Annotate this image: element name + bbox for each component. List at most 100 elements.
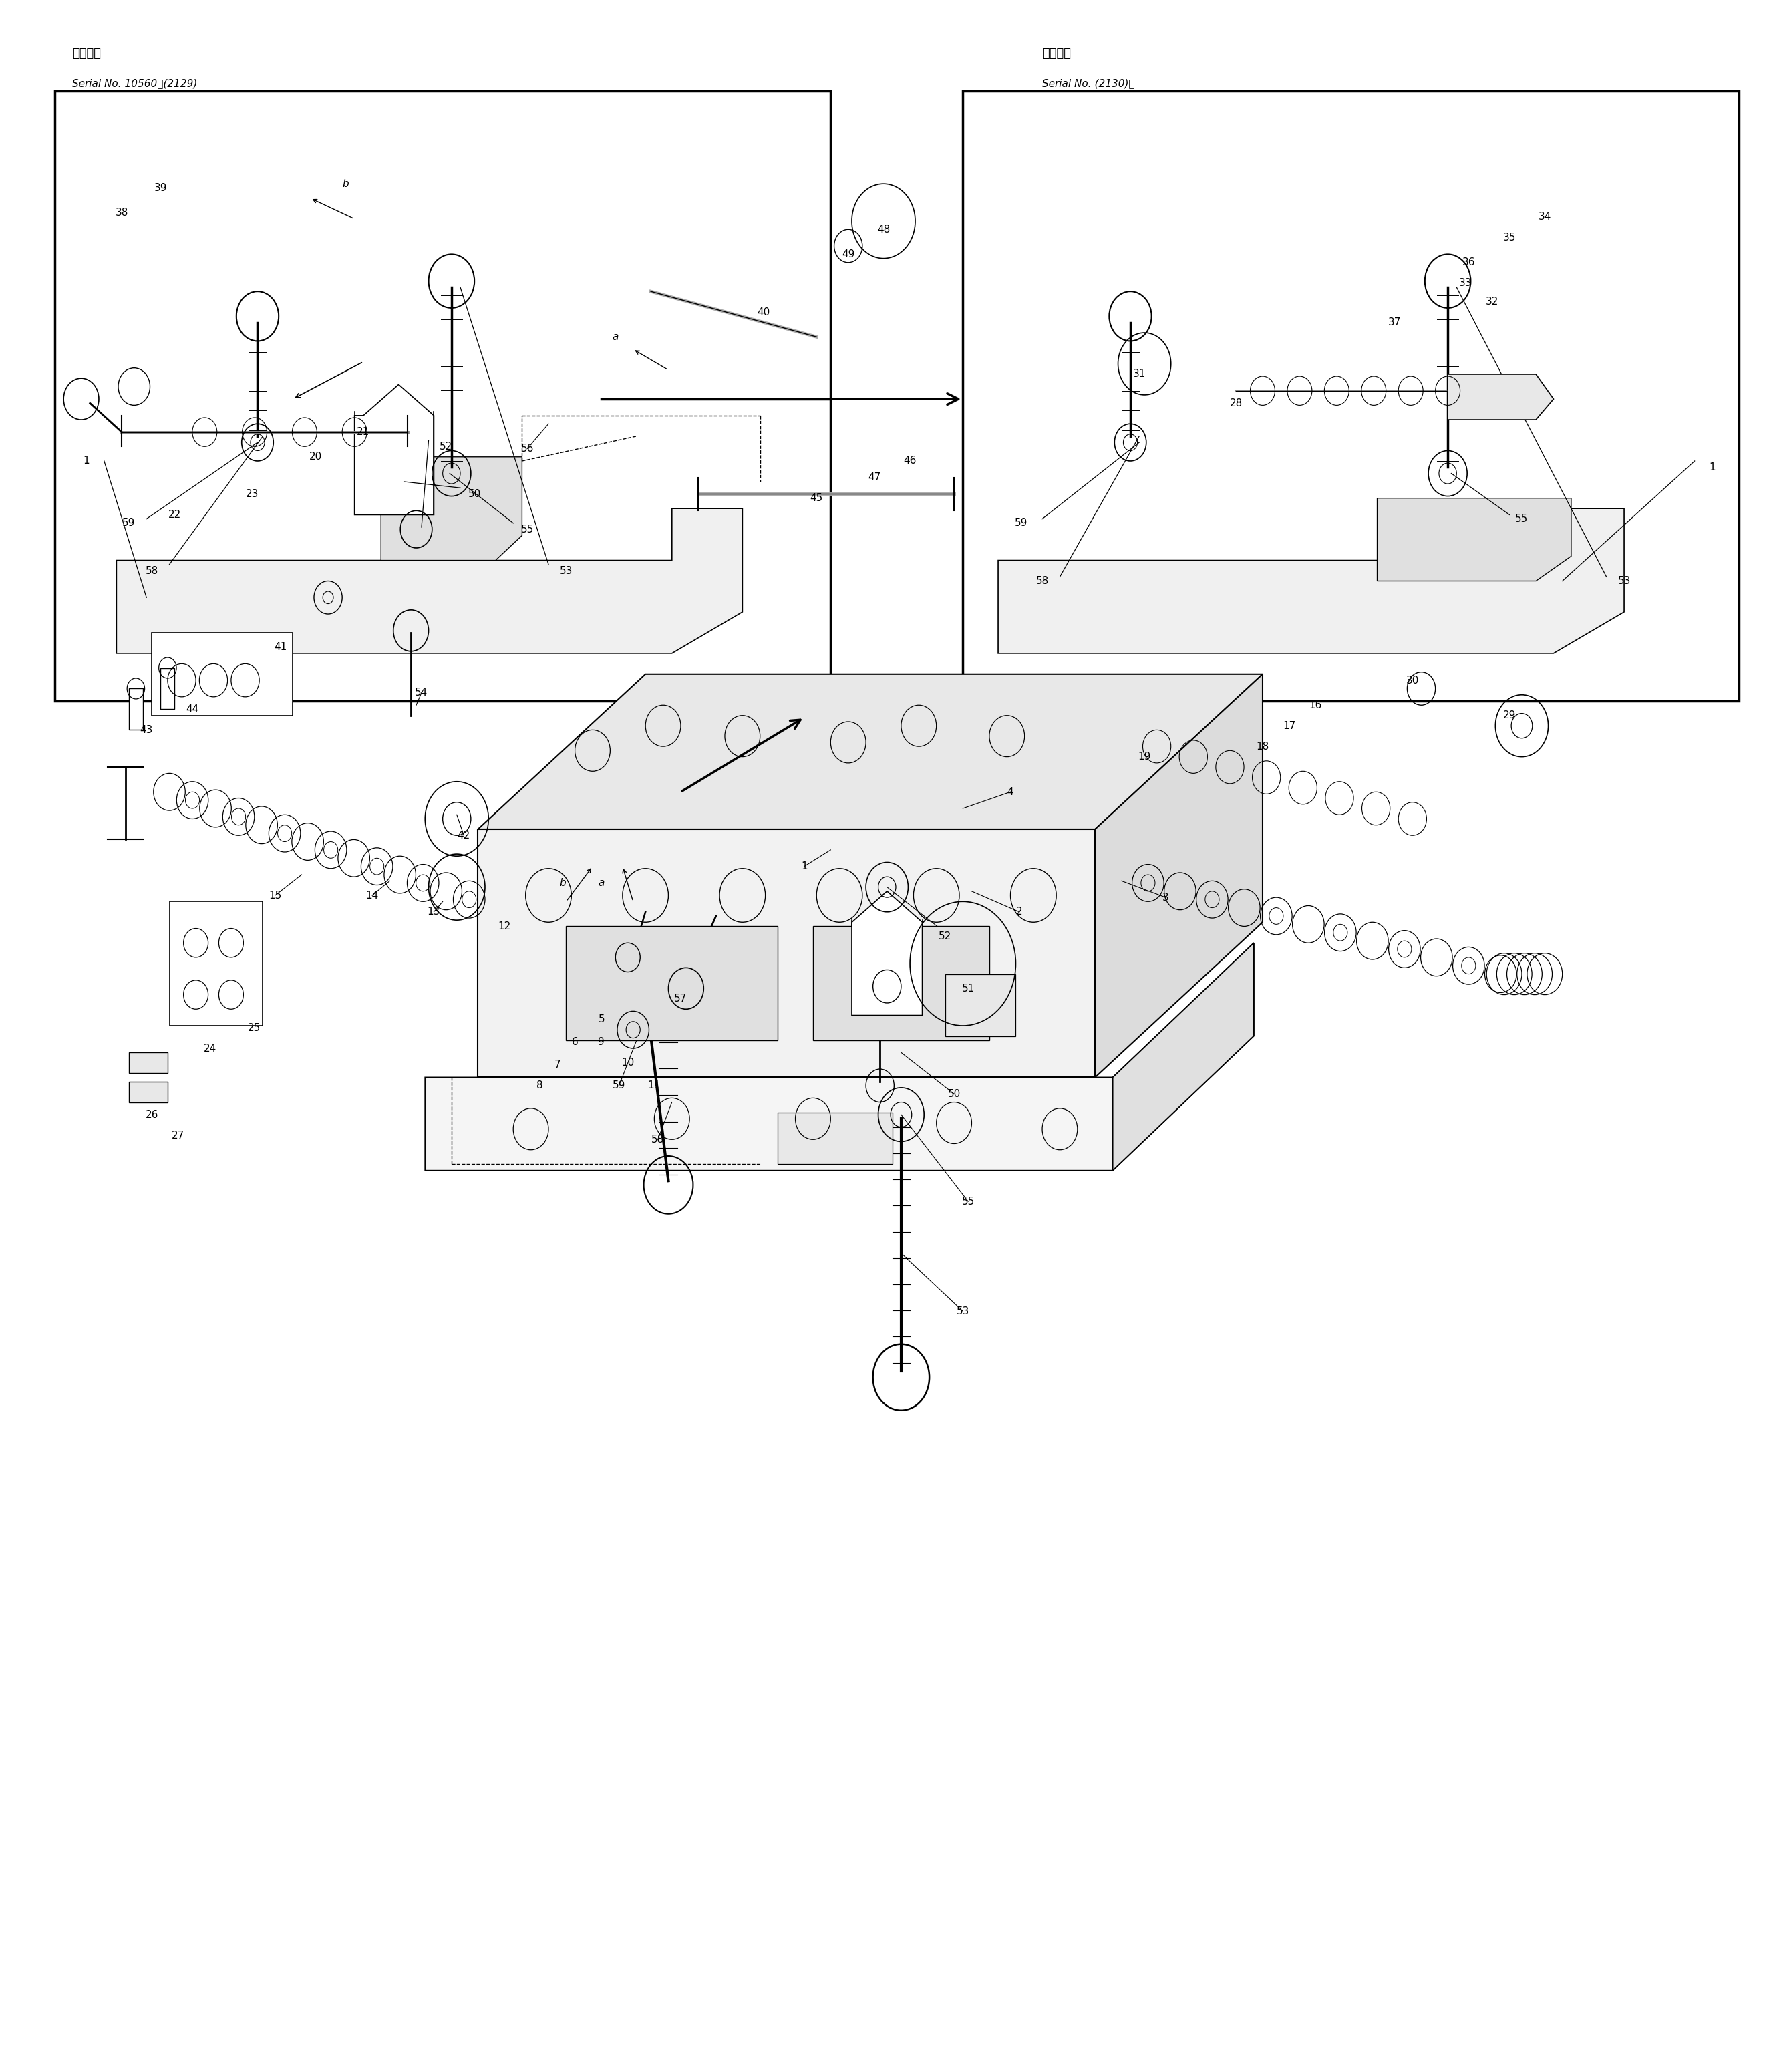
Text: 1: 1 (1709, 462, 1716, 472)
Text: 58: 58 (652, 1133, 664, 1144)
Text: 28: 28 (1230, 398, 1242, 408)
Text: 54: 54 (415, 688, 428, 698)
Text: 32: 32 (1486, 296, 1498, 307)
Bar (565, 926, 777, 1040)
Text: 49: 49 (841, 249, 855, 259)
Text: 7: 7 (555, 1061, 560, 1069)
Text: a: a (599, 879, 604, 889)
Text: 適用号機: 適用号機 (72, 48, 101, 60)
Text: 27: 27 (171, 1129, 184, 1140)
Text: Serial No. 10560～(2129): Serial No. 10560～(2129) (72, 79, 198, 89)
Text: 39: 39 (154, 182, 168, 193)
Text: 25: 25 (247, 1024, 260, 1032)
Text: 52: 52 (440, 441, 452, 452)
Text: 11: 11 (648, 1082, 661, 1090)
Polygon shape (170, 901, 263, 1026)
Text: 55: 55 (521, 524, 534, 535)
Text: 24: 24 (203, 1044, 216, 1053)
Text: 44: 44 (186, 704, 198, 715)
Text: 17: 17 (1283, 721, 1295, 731)
Text: 53: 53 (560, 566, 573, 576)
Polygon shape (1447, 375, 1553, 421)
Polygon shape (426, 943, 1255, 1171)
Bar (129, 688, 143, 729)
Polygon shape (1376, 497, 1571, 580)
Text: 58: 58 (145, 566, 159, 576)
Text: Serial No. (2130)～: Serial No. (2130)～ (1043, 79, 1134, 89)
Bar (161, 667, 175, 709)
Text: a: a (613, 332, 618, 342)
Text: 4: 4 (1007, 787, 1014, 798)
Polygon shape (477, 673, 1263, 829)
Text: 33: 33 (1460, 278, 1472, 288)
Text: 55: 55 (961, 1196, 975, 1206)
Polygon shape (355, 385, 435, 514)
Polygon shape (852, 891, 922, 1015)
Text: 29: 29 (1504, 711, 1516, 721)
Text: 35: 35 (1504, 232, 1516, 242)
Polygon shape (1113, 943, 1255, 1171)
Bar (945, 974, 1016, 1036)
Text: 36: 36 (1463, 257, 1475, 267)
Bar (777, 1113, 892, 1164)
Text: 6: 6 (573, 1038, 578, 1046)
Text: 47: 47 (868, 472, 882, 483)
Text: 12: 12 (498, 922, 511, 932)
Polygon shape (117, 508, 742, 653)
Text: 40: 40 (758, 307, 770, 317)
Text: 15: 15 (269, 891, 281, 901)
Text: 23: 23 (246, 489, 258, 499)
Text: 53: 53 (956, 1305, 970, 1316)
Text: 30: 30 (1407, 675, 1419, 686)
Text: 1: 1 (800, 862, 808, 872)
Text: 48: 48 (876, 224, 891, 234)
Text: 22: 22 (168, 510, 180, 520)
Text: 9: 9 (597, 1038, 604, 1046)
Text: 57: 57 (675, 995, 687, 1003)
Text: 31: 31 (1133, 369, 1145, 379)
Text: 適用号機: 適用号機 (1043, 48, 1071, 60)
Text: 43: 43 (140, 725, 154, 736)
Text: 13: 13 (428, 908, 440, 918)
Text: 18: 18 (1256, 742, 1269, 752)
Polygon shape (998, 508, 1624, 653)
Bar (55, 91, 830, 700)
Text: 53: 53 (1617, 576, 1631, 586)
Text: 56: 56 (521, 443, 534, 454)
Text: 59: 59 (122, 518, 136, 528)
Text: 51: 51 (961, 984, 975, 992)
Text: 50: 50 (947, 1090, 961, 1098)
Bar (129, 1082, 168, 1102)
Text: 55: 55 (1516, 514, 1528, 524)
Bar (813, 926, 990, 1040)
Text: 46: 46 (903, 456, 917, 466)
Text: 21: 21 (357, 427, 369, 437)
Text: 16: 16 (1309, 700, 1322, 711)
Text: 10: 10 (622, 1059, 634, 1067)
Text: 14: 14 (366, 891, 378, 901)
Text: 52: 52 (938, 932, 952, 943)
Polygon shape (152, 632, 293, 715)
Text: 45: 45 (809, 493, 823, 503)
Bar (129, 1053, 168, 1073)
Text: 58: 58 (1035, 576, 1048, 586)
Text: 34: 34 (1539, 211, 1551, 222)
Text: 19: 19 (1138, 752, 1150, 762)
Text: 8: 8 (537, 1082, 542, 1090)
Polygon shape (1096, 673, 1263, 1077)
Text: 20: 20 (309, 452, 322, 462)
Text: 41: 41 (274, 642, 286, 653)
Text: 37: 37 (1389, 317, 1401, 327)
Text: 3: 3 (1163, 893, 1170, 903)
Text: 59: 59 (1014, 518, 1027, 528)
Text: 5: 5 (599, 1015, 604, 1024)
Text: 26: 26 (145, 1111, 159, 1119)
Text: 1: 1 (83, 456, 90, 466)
Text: b: b (560, 879, 565, 889)
Text: 42: 42 (458, 831, 470, 841)
Polygon shape (477, 829, 1096, 1077)
Text: b: b (343, 178, 348, 189)
Text: 2: 2 (1016, 908, 1023, 918)
Bar (963, 91, 1739, 700)
Polygon shape (382, 458, 521, 559)
